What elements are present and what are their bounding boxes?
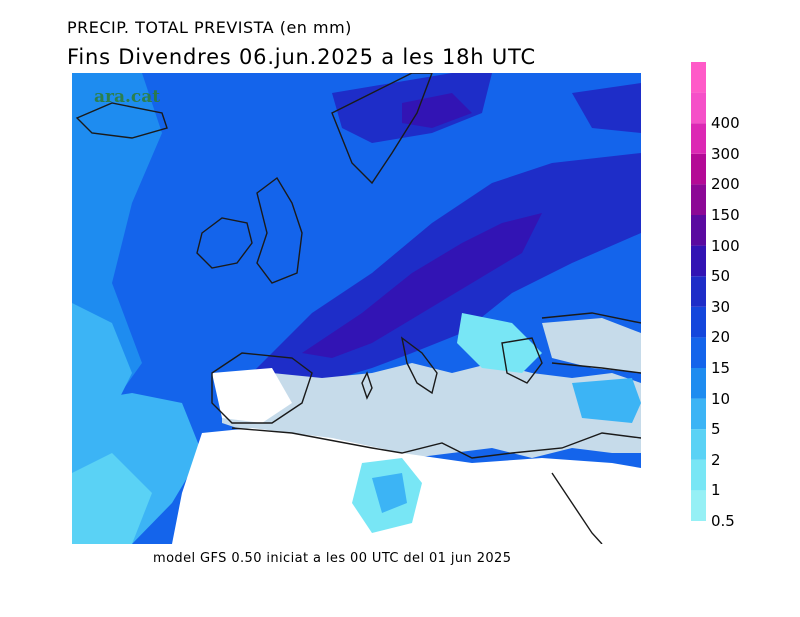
precip-balkans-light	[457, 313, 542, 373]
colorbar-swatch	[691, 368, 706, 399]
colorbar-swatch-top	[691, 62, 706, 93]
colorbar-tick-label: 30	[711, 297, 731, 316]
colorbar-tick-label: 400	[711, 114, 740, 133]
colorbar-tick-label: 10	[711, 389, 731, 408]
model-run-caption: model GFS 0.50 iniciat a les 00 UTC del …	[153, 551, 512, 566]
coastlines	[75, 73, 641, 544]
valid-time-subtitle: Fins Divendres 06.jun.2025 a les 18h UTC	[67, 45, 536, 69]
north-africa-coast	[231, 427, 641, 459]
colorbar-tick-label: 1	[711, 481, 721, 500]
colorbar-tick-label: 50	[711, 267, 731, 286]
scandinavia-coast	[331, 73, 433, 185]
colorbar-tick-label: 0.5	[711, 512, 735, 530]
precip-heavy-core	[302, 213, 542, 358]
iberia-coast	[211, 352, 313, 424]
black-sea-north-coast	[541, 312, 641, 324]
precip-north-core	[402, 93, 472, 128]
colorbar-swatch	[691, 398, 706, 430]
colorbar	[691, 62, 706, 521]
red-sea-coast	[551, 472, 603, 544]
colorbar-swatches	[691, 62, 706, 521]
colorbar-swatch	[691, 459, 706, 491]
precip-anatolia	[572, 378, 641, 423]
colorbar-swatch	[691, 153, 706, 185]
ireland-coast	[196, 217, 253, 269]
colorbar-swatch	[691, 306, 706, 338]
colorbar-swatch	[691, 92, 706, 124]
colorbar-tick-label: 2	[711, 450, 721, 469]
colorbar-tick-label: 100	[711, 236, 740, 255]
precip-sahara-core	[372, 473, 407, 513]
greece-coast	[501, 337, 543, 384]
precipitation-map: ara.cat	[72, 73, 641, 544]
colorbar-tick-label: 20	[711, 328, 731, 347]
colorbar-swatch	[691, 429, 706, 460]
italy-coast	[400, 336, 438, 395]
mediterranean-sea	[222, 363, 641, 458]
colorbar-tick-label: 15	[711, 359, 731, 377]
iceland-coast	[75, 102, 168, 139]
colorbar-swatch	[691, 490, 706, 521]
britain-coast	[256, 176, 303, 284]
colorbar-tick-label: 200	[711, 175, 740, 194]
colorbar-tick-label: 300	[711, 144, 740, 163]
colorbar-swatch	[691, 245, 706, 277]
colorbar-tick-label: 150	[711, 206, 740, 224]
sardinia-coast	[361, 371, 373, 400]
precip-southwest-lighter	[72, 453, 152, 544]
ara-cat-watermark: ara.cat	[94, 87, 161, 107]
colorbar-swatch	[691, 215, 706, 246]
colorbar-swatch	[691, 184, 706, 215]
anatolia-coast	[551, 362, 641, 374]
precip-atlantic-light	[72, 303, 132, 423]
map-canvas	[72, 73, 641, 544]
colorbar-tick-label: 5	[711, 420, 721, 439]
precip-northeast	[572, 83, 641, 133]
colorbar-swatch	[691, 337, 706, 368]
black-sea	[542, 318, 641, 373]
chart-title: PRECIP. TOTAL PREVISTA (en mm)	[67, 18, 352, 37]
colorbar-swatch	[691, 123, 706, 154]
colorbar-swatch	[691, 276, 706, 307]
iberia-dry	[212, 368, 292, 423]
